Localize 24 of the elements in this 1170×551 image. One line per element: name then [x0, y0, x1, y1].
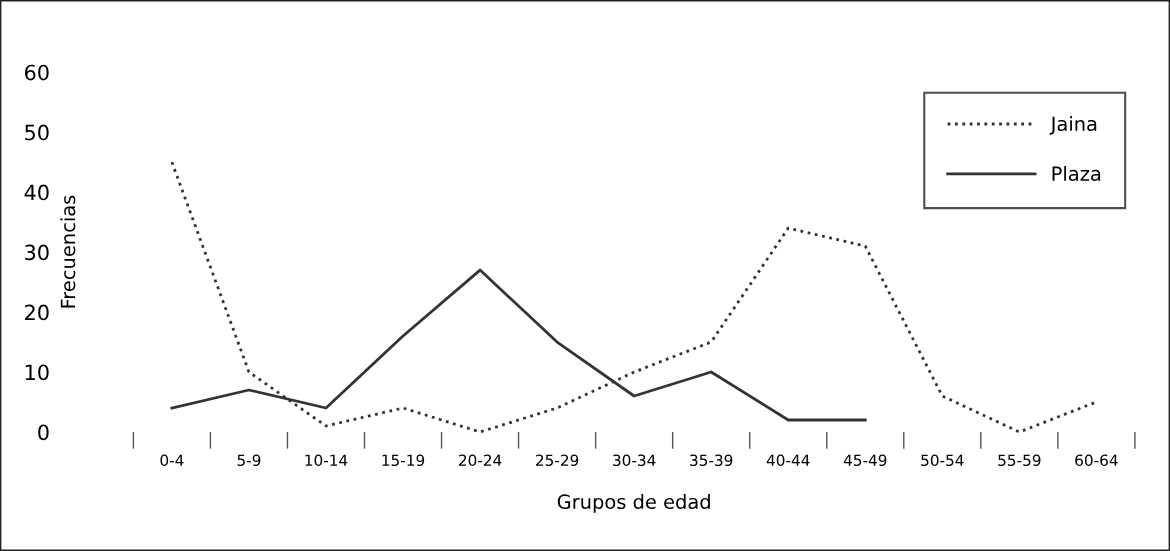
- y-tick-label: 30: [25, 244, 49, 261]
- x-tick-label: 20-24: [458, 454, 502, 467]
- x-tick-label: 45-49: [843, 454, 887, 467]
- x-tick-label: 40-44: [766, 454, 810, 467]
- x-tick-label: 25-29: [536, 454, 579, 467]
- x-tick-label: 55-59: [998, 454, 1041, 467]
- legend-label: Plaza: [1052, 165, 1101, 182]
- x-tick-label: 15-19: [382, 454, 425, 467]
- x-axis-title: Grupos de edad: [557, 493, 710, 513]
- y-axis-title: Frecuencias: [60, 195, 76, 308]
- y-tick-label: 60: [24, 64, 49, 81]
- x-tick-label: 5-9: [237, 454, 261, 467]
- y-tick-label: 40: [24, 184, 49, 201]
- y-tick-label: 10: [25, 364, 49, 381]
- x-tick-label: 60-64: [1075, 454, 1118, 467]
- y-tick-label: 50: [25, 124, 49, 141]
- y-tick-label: 0: [38, 424, 49, 441]
- x-tick-label: 30-34: [613, 454, 656, 467]
- x-tick-label: 0-4: [160, 454, 184, 467]
- x-tick-label: 50-54: [921, 454, 964, 467]
- legend-label: Jaina: [1049, 116, 1097, 135]
- x-tick-label: 35-39: [690, 454, 733, 467]
- x-tick-label: 10-14: [305, 454, 348, 467]
- y-tick-label: 20: [25, 304, 49, 321]
